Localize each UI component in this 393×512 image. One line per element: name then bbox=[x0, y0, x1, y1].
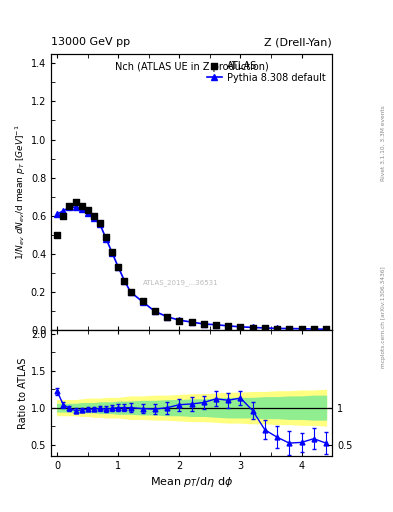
ATLAS bbox=[262, 324, 268, 332]
ATLAS bbox=[237, 323, 244, 331]
Pythia 8.308 default bbox=[226, 323, 231, 329]
ATLAS bbox=[60, 211, 66, 220]
ATLAS bbox=[250, 324, 256, 332]
ATLAS bbox=[115, 263, 121, 271]
Pythia 8.308 default bbox=[61, 208, 66, 214]
Pythia 8.308 default bbox=[238, 324, 243, 330]
Pythia 8.308 default bbox=[104, 236, 108, 242]
Y-axis label: $1/N_{ev}$ $dN_{ev}$/d mean $p_T$ $[GeV]^{-1}$: $1/N_{ev}$ $dN_{ev}$/d mean $p_T$ $[GeV]… bbox=[14, 124, 28, 260]
ATLAS bbox=[189, 318, 195, 327]
Pythia 8.308 default bbox=[299, 326, 304, 332]
ATLAS bbox=[298, 325, 305, 333]
Pythia 8.308 default bbox=[263, 325, 267, 331]
ATLAS bbox=[84, 206, 91, 214]
ATLAS bbox=[54, 231, 61, 239]
Text: Z (Drell-Yan): Z (Drell-Yan) bbox=[264, 37, 332, 47]
Pythia 8.308 default bbox=[140, 299, 145, 305]
ATLAS bbox=[286, 325, 292, 333]
Text: Rivet 3.1.10, 3.3M events: Rivet 3.1.10, 3.3M events bbox=[381, 105, 386, 181]
Pythia 8.308 default bbox=[165, 314, 169, 320]
Pythia 8.308 default bbox=[110, 250, 114, 256]
ATLAS bbox=[79, 202, 85, 210]
Pythia 8.308 default bbox=[275, 325, 279, 331]
ATLAS bbox=[310, 325, 317, 333]
Pythia 8.308 default bbox=[73, 204, 78, 210]
ATLAS bbox=[103, 232, 109, 241]
ATLAS bbox=[140, 297, 146, 306]
ATLAS bbox=[164, 313, 170, 321]
Pythia 8.308 default bbox=[250, 324, 255, 330]
ATLAS bbox=[323, 325, 329, 333]
Pythia 8.308 default bbox=[152, 308, 157, 314]
Pythia 8.308 default bbox=[55, 211, 60, 217]
Pythia 8.308 default bbox=[189, 319, 194, 325]
ATLAS bbox=[91, 211, 97, 220]
Pythia 8.308 default bbox=[311, 326, 316, 332]
ATLAS bbox=[274, 325, 280, 333]
Pythia 8.308 default bbox=[122, 278, 127, 284]
Pythia 8.308 default bbox=[177, 317, 182, 323]
Y-axis label: Ratio to ATLAS: Ratio to ATLAS bbox=[18, 357, 28, 429]
Legend: ATLAS, Pythia 8.308 default: ATLAS, Pythia 8.308 default bbox=[205, 58, 327, 84]
Text: mcplots.cern.ch [arXiv:1306.3436]: mcplots.cern.ch [arXiv:1306.3436] bbox=[381, 267, 386, 368]
Pythia 8.308 default bbox=[202, 321, 206, 327]
ATLAS bbox=[121, 276, 128, 285]
ATLAS bbox=[97, 219, 103, 227]
ATLAS bbox=[225, 322, 231, 330]
X-axis label: Mean $p_T$/d$\eta$ d$\phi$: Mean $p_T$/d$\eta$ d$\phi$ bbox=[150, 475, 233, 489]
Text: Nch (ATLAS UE in Z production): Nch (ATLAS UE in Z production) bbox=[115, 62, 268, 72]
ATLAS bbox=[109, 248, 115, 256]
ATLAS bbox=[127, 288, 134, 296]
Pythia 8.308 default bbox=[287, 326, 292, 332]
Text: 13000 GeV pp: 13000 GeV pp bbox=[51, 37, 130, 47]
Line: Pythia 8.308 default: Pythia 8.308 default bbox=[54, 204, 329, 332]
Pythia 8.308 default bbox=[85, 210, 90, 216]
ATLAS bbox=[66, 202, 73, 210]
ATLAS bbox=[72, 198, 79, 206]
Pythia 8.308 default bbox=[214, 322, 219, 328]
ATLAS bbox=[176, 316, 182, 325]
ATLAS bbox=[213, 321, 219, 329]
Pythia 8.308 default bbox=[323, 326, 328, 332]
Pythia 8.308 default bbox=[92, 215, 96, 221]
Pythia 8.308 default bbox=[79, 206, 84, 212]
ATLAS bbox=[152, 307, 158, 315]
Pythia 8.308 default bbox=[128, 289, 133, 295]
Pythia 8.308 default bbox=[97, 221, 102, 227]
Pythia 8.308 default bbox=[67, 204, 72, 210]
ATLAS bbox=[201, 321, 207, 329]
Text: ATLAS_2019_...36531: ATLAS_2019_...36531 bbox=[143, 280, 218, 287]
Pythia 8.308 default bbox=[116, 264, 121, 270]
